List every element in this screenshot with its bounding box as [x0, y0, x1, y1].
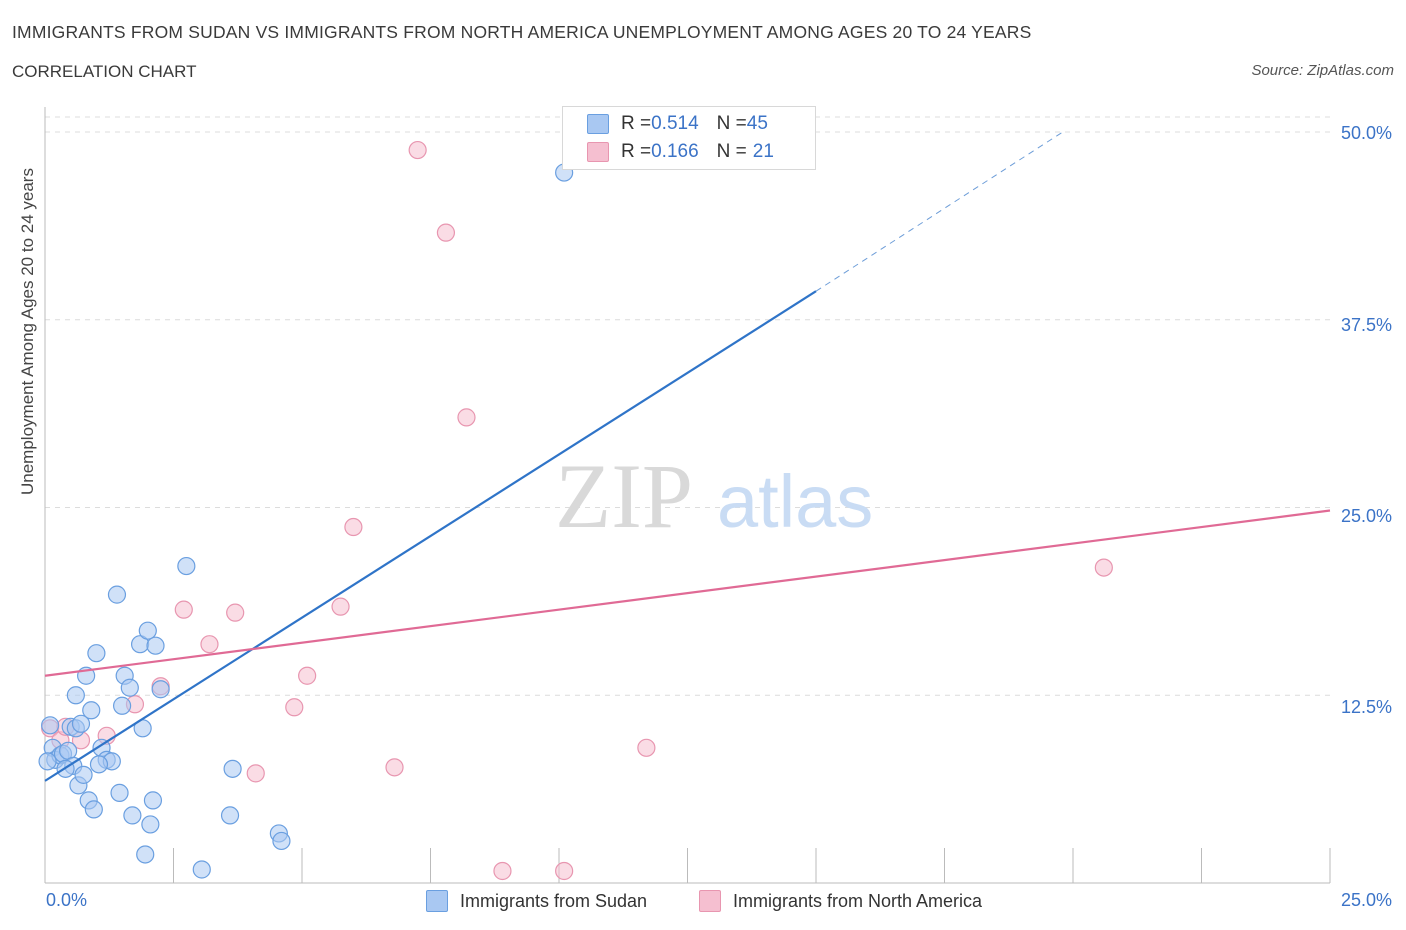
data-point-north-america: [385, 758, 404, 777]
data-point-north-america: [555, 861, 574, 881]
x-tick-label-min: 0.0%: [46, 890, 88, 910]
data-point-sudan: [89, 755, 109, 774]
data-point-sudan: [110, 783, 129, 802]
data-point-north-america: [493, 861, 512, 881]
trend-line-north-america: [44, 509, 1331, 677]
legend-swatch-sudan: [587, 114, 609, 134]
data-point-north-america: [436, 223, 456, 242]
data-point-sudan: [66, 686, 85, 705]
data-point-sudan: [146, 636, 165, 655]
chart-subtitle: CORRELATION CHART: [12, 62, 197, 81]
data-point-sudan: [38, 752, 57, 771]
legend-r-label: R =: [621, 113, 652, 134]
source-label: Source: ZipAtlas.com: [1251, 62, 1394, 79]
data-point-sudan: [120, 678, 139, 697]
data-point-sudan: [141, 815, 160, 834]
legend-r-value: 0.514: [651, 113, 699, 134]
legend-n-label: N =: [716, 141, 747, 162]
watermark-atlas: atlas: [717, 460, 873, 543]
data-point-sudan: [138, 621, 157, 640]
y-tick-label: 12.5%: [1340, 697, 1392, 717]
y-tick-label: 50.0%: [1340, 123, 1392, 143]
data-point-sudan: [143, 791, 163, 810]
data-point-sudan: [151, 680, 170, 699]
bottom-legend-label-sudan: Immigrants from Sudan: [460, 890, 648, 911]
correlation-legend: R = 0.514 N = 45 R = 0.166 N = 21: [562, 106, 816, 170]
data-point-sudan: [136, 845, 155, 864]
data-point-sudan: [84, 800, 103, 819]
bottom-legend-north-america: Immigrants from North America: [699, 890, 982, 912]
data-point-sudan: [82, 701, 101, 720]
trend-lines: [44, 131, 1331, 782]
data-point-north-america: [174, 600, 193, 619]
legend-swatch-north-america: [587, 142, 609, 162]
data-point-north-america: [226, 603, 245, 622]
data-point-north-america: [298, 666, 317, 685]
data-point-north-america: [200, 635, 219, 654]
data-point-sudan: [87, 644, 106, 663]
legend-n-value: 21: [752, 141, 774, 162]
data-point-sudan: [107, 585, 127, 604]
legend-row-north-america: R = 0.166 N = 21: [587, 141, 774, 163]
watermark-zip: ZIP: [555, 445, 693, 547]
bottom-legend-swatch-north-america: [699, 890, 721, 912]
trend-line-sudan: [44, 290, 817, 782]
bottom-legend-swatch-sudan: [426, 890, 448, 912]
legend-n-value: 45: [746, 113, 768, 134]
chart-title: IMMIGRANTS FROM SUDAN VS IMMIGRANTS FROM…: [12, 22, 1032, 42]
data-point-sudan: [71, 714, 91, 733]
data-point-north-america: [344, 517, 363, 537]
series-sudan-points: [38, 163, 574, 879]
trend-line-sudan-extension: [815, 131, 1063, 292]
data-point-sudan: [223, 759, 242, 778]
data-point-sudan: [59, 741, 78, 760]
data-point-sudan: [192, 860, 211, 879]
legend-r-label: R =: [621, 141, 652, 162]
data-point-north-america: [285, 698, 304, 717]
data-point-sudan: [177, 556, 196, 576]
data-point-sudan: [41, 716, 60, 735]
legend-row-sudan: R = 0.514 N = 45: [587, 113, 768, 135]
data-point-sudan: [123, 806, 142, 825]
data-point-sudan: [272, 831, 291, 851]
y-axis-label: Unemployment Among Ages 20 to 24 years: [18, 168, 37, 495]
data-point-sudan: [220, 806, 240, 825]
y-tick-label: 25.0%: [1340, 506, 1392, 526]
data-point-north-america: [331, 597, 350, 616]
legend-r-value: 0.166: [651, 141, 699, 162]
data-point-north-america: [1094, 558, 1113, 577]
bottom-legend-label-north-america: Immigrants from North America: [733, 890, 983, 911]
data-point-north-america: [637, 738, 656, 757]
data-point-north-america: [457, 408, 476, 427]
bottom-legend-sudan: Immigrants from Sudan: [426, 890, 647, 912]
y-tick-label: 37.5%: [1340, 315, 1392, 335]
data-point-north-america: [408, 140, 427, 160]
x-tick-label-max: 25.0%: [1340, 890, 1392, 910]
legend-n-label: N =: [716, 113, 747, 134]
data-point-north-america: [246, 764, 265, 783]
axes: [44, 107, 1331, 884]
data-point-sudan: [112, 696, 132, 715]
data-point-sudan: [74, 765, 93, 784]
